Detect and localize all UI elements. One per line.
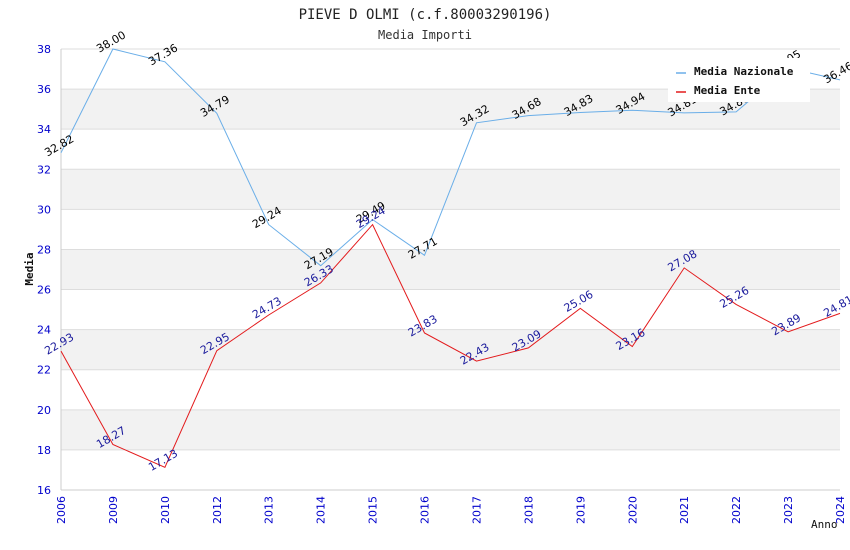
data-label-media-ente: 17.13 (146, 447, 180, 474)
x-tick-label: 2019 (574, 496, 587, 524)
x-tick-label: 2012 (211, 496, 224, 524)
y-tick-label: 16 (37, 484, 51, 497)
y-axis-ticks: 16 18 20 22 24 26 28 30 32 34 36 38 (37, 43, 51, 497)
x-tick-label: 2006 (55, 496, 68, 524)
grid-bands (61, 89, 840, 450)
grid-band (61, 409, 840, 450)
y-tick-label: 24 (37, 324, 51, 337)
data-label-media-nazionale: 32.82 (42, 132, 76, 159)
x-tick-label: 2014 (315, 496, 328, 524)
x-tick-label: 2015 (367, 496, 380, 524)
y-axis-label: Media (23, 252, 36, 285)
y-tick-label: 30 (37, 203, 51, 216)
series-line-media-ente (60, 223, 841, 468)
y-tick-label: 32 (37, 163, 51, 176)
chart-subtitle: Media Importi (378, 28, 472, 42)
y-tick-label: 34 (37, 123, 51, 136)
chart-title: PIEVE D OLMI (c.f.80003290196) (299, 7, 552, 23)
y-tick-label: 20 (37, 404, 51, 417)
legend-label-media-ente: Media Ente (694, 84, 761, 97)
series-line-media-nazionale (60, 48, 841, 267)
x-tick-label: 2021 (678, 496, 691, 524)
axes (60, 49, 840, 491)
x-tick-label: 2013 (263, 496, 276, 524)
x-axis-ticks: 2006 2009 2010 2012 2013 2014 2015 2016 2017 2018… (55, 496, 847, 524)
series-lines (60, 48, 841, 468)
x-tick-label: 2022 (730, 496, 743, 524)
y-tick-label: 26 (37, 284, 51, 297)
data-label-media-ente: 25.06 (562, 288, 596, 315)
x-tick-label: 2009 (107, 496, 120, 524)
legend: Media Nazionale Media Ente (668, 58, 810, 102)
grid-band (61, 249, 840, 290)
data-label-media-nazionale: 36.46 (821, 59, 850, 86)
data-label-media-nazionale: 37.36 (146, 41, 180, 68)
data-label-media-ente: 24.81 (821, 293, 850, 320)
y-tick-label: 28 (37, 243, 51, 256)
x-tick-label: 2017 (470, 496, 483, 524)
y-tick-label: 22 (37, 364, 51, 377)
x-axis-label: Anno (811, 518, 838, 531)
data-label-media-ente: 24.73 (250, 294, 284, 321)
y-tick-label: 36 (37, 83, 51, 96)
x-tick-label: 2023 (782, 496, 795, 524)
y-tick-label: 18 (37, 444, 51, 457)
y-tick-label: 38 (37, 43, 51, 56)
grid-band (61, 329, 840, 370)
x-tick-label: 2010 (159, 496, 172, 524)
x-tick-label: 2018 (522, 496, 535, 524)
legend-label-media-nazionale: Media Nazionale (694, 65, 794, 78)
x-tick-label: 2020 (626, 496, 639, 524)
legend-box (668, 58, 810, 102)
x-tick-label: 2016 (419, 496, 432, 524)
x-tick-label: 2024 (834, 496, 847, 524)
grid-lines (61, 48, 840, 491)
